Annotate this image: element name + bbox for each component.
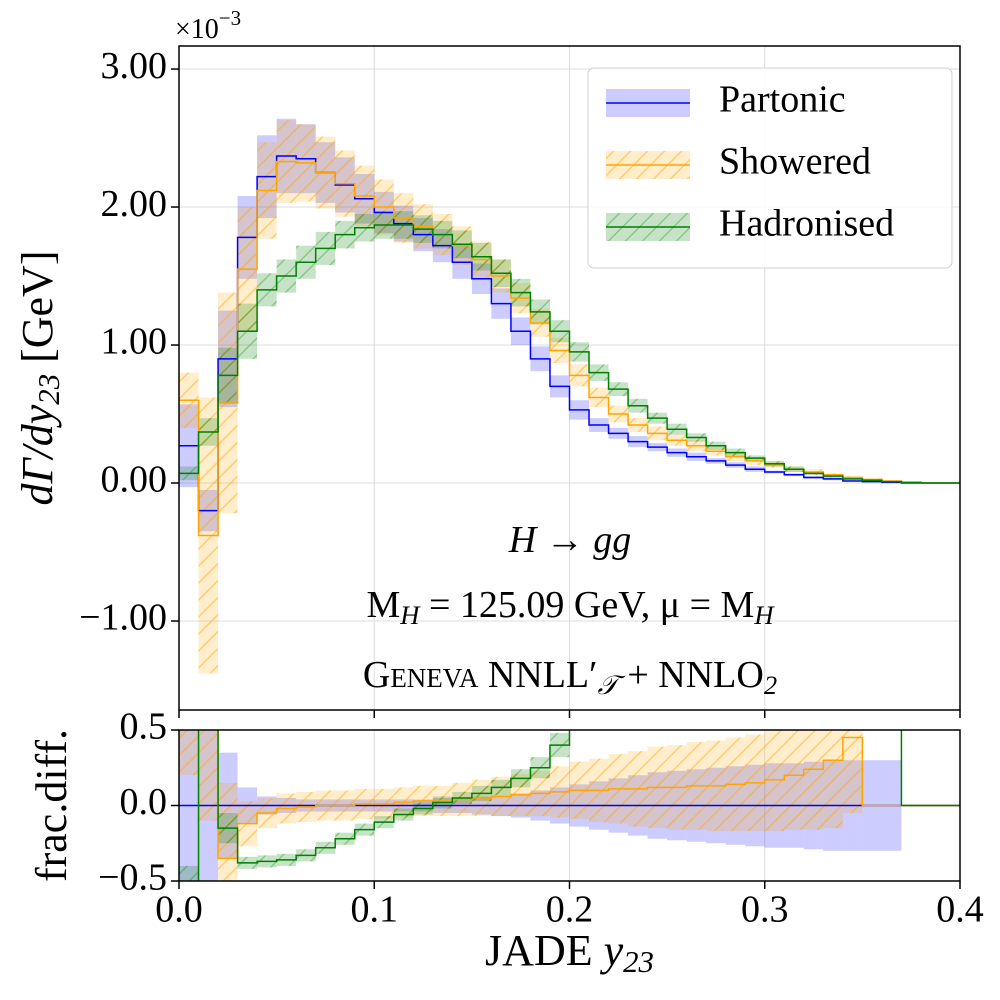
uncertainty-band — [862, 639, 882, 669]
y-axis-label: frac.diff. — [27, 729, 76, 882]
legend-label: Showered — [719, 141, 871, 183]
step-line — [179, 224, 960, 484]
subscript: H — [753, 600, 775, 630]
uncertainty-band — [823, 639, 843, 669]
text-part: [GeV] — [13, 251, 62, 374]
legend: Partonic Showered Hadronised — [587, 67, 953, 269]
uncertainty-band — [179, 730, 199, 776]
text-part: ×10 — [175, 14, 219, 45]
uncertainty-band — [823, 730, 843, 829]
y-tick-label: 0.0 — [120, 781, 168, 823]
uncertainty-band — [843, 639, 863, 669]
axes-frame — [178, 45, 961, 711]
subscript: 23 — [32, 374, 66, 405]
x-tick-label: 0.2 — [546, 889, 594, 931]
y-tick-label: 2.00 — [101, 183, 168, 225]
legend-label: Hadronised — [719, 203, 894, 245]
uncertainty-band — [784, 639, 804, 669]
x-tick-label: 0.4 — [936, 889, 984, 931]
plot-area — [179, 639, 960, 881]
uncertainty-band — [882, 639, 902, 669]
uncertainty-band — [784, 730, 804, 830]
text-part: NNLL′ — [478, 654, 597, 696]
subscript: 23 — [623, 945, 654, 979]
x-tick-label: 0.3 — [741, 889, 789, 931]
step-line — [197, 730, 960, 881]
annotation: Geneva NNLL′𝒯 + NNLO2 — [363, 654, 777, 700]
text-part: + NNLO — [618, 654, 764, 696]
uncertainty-band — [570, 700, 590, 730]
uncertainty-band — [803, 730, 824, 830]
axis-exponent: ×10−3 — [175, 6, 241, 46]
subscript: 2 — [764, 670, 777, 700]
text-part: y — [600, 926, 624, 975]
legend-label: Partonic — [719, 79, 846, 121]
text-part: JADE — [485, 926, 604, 975]
x-axis-label: JADE y23 — [485, 926, 654, 979]
panel: −0.50.00.50.0 0.1 0.2 0.3 0.4frac.diff.JADE … — [27, 639, 984, 979]
uncertainty-band — [179, 730, 199, 881]
text-part: frac.diff. — [27, 729, 76, 882]
text-part: M — [366, 584, 400, 626]
uncertainty-band — [765, 639, 785, 669]
annotation: MH = 125.09 GeV, μ = MH — [366, 584, 775, 630]
text-part: H → gg — [508, 519, 631, 561]
x-tick-label: 0.1 — [351, 889, 399, 931]
y-tick-label: −1.00 — [79, 597, 167, 639]
axes-frame — [178, 729, 961, 882]
y-axis-label: dΓ/dy23 [GeV] — [13, 251, 66, 506]
text-part: dΓ/dy — [13, 404, 62, 505]
y-tick-label: 3.00 — [101, 45, 168, 87]
step-line — [217, 730, 960, 860]
superscript: −3 — [219, 6, 241, 30]
subscript: H — [399, 600, 421, 630]
uncertainty-band — [842, 730, 863, 814]
y-tick-label: 0.00 — [101, 459, 168, 501]
y-tick-label: −0.5 — [98, 857, 167, 899]
plot-area — [179, 118, 960, 674]
text-part: Geneva — [363, 654, 479, 696]
annotation: H → gg — [508, 519, 631, 561]
x-tick-label: 0.0 — [155, 889, 203, 931]
y-tick-label: 1.00 — [101, 321, 168, 363]
uncertainty-band — [179, 865, 199, 881]
uncertainty-band — [804, 639, 824, 669]
text-part: = 125.09 GeV, μ = M — [419, 584, 754, 626]
panel: −1.00 0.00 1.00 2.00 3.00 dΓ/dy23 [GeV] ×10−3 H… — [13, 6, 961, 718]
y-tick-label: 0.5 — [120, 706, 168, 748]
step-line — [179, 155, 960, 512]
uncertainty-band — [198, 730, 219, 821]
